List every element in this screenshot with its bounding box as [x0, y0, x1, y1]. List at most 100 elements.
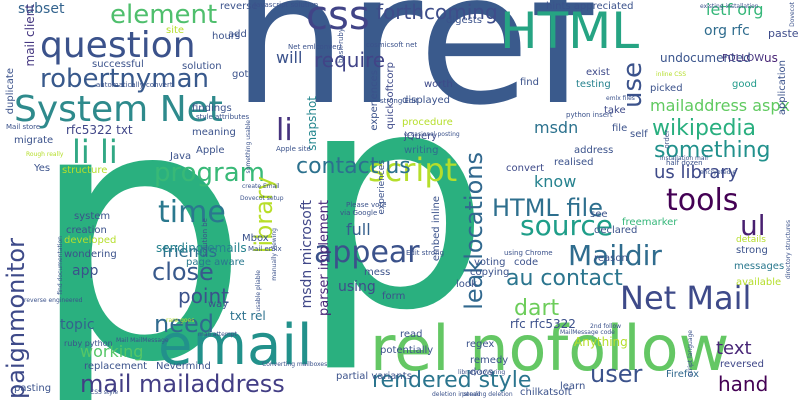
word-manually-viewing: manually viewing — [271, 228, 278, 281]
word-paste: paste — [768, 27, 799, 40]
word-site: site — [166, 25, 185, 36]
word-wikipedia: wikipedia — [652, 116, 757, 141]
word-2nd-follow: 2nd follow — [590, 323, 622, 330]
word-details: details — [736, 235, 766, 245]
word-chilkatsoft: chilkatsoft — [520, 387, 572, 398]
word-create-email: create Email — [242, 183, 280, 190]
word-href: href — [232, 0, 595, 145]
word-declared: declared — [594, 225, 638, 236]
word-reverse: reverse — [220, 1, 258, 12]
word-snapshot: snapshot — [305, 96, 319, 151]
word-sending-emails: sending emails — [156, 241, 247, 255]
word-strong-edit: strong Edit — [380, 97, 419, 105]
word-script: script — [368, 151, 458, 189]
word-got: got — [232, 69, 249, 80]
word-css-style: CSS style — [90, 389, 119, 396]
word-application: application — [777, 60, 788, 116]
word-pasting: pasting — [14, 383, 52, 394]
word-org-rfc: org rfc — [704, 23, 750, 39]
word-msdn-microsoft: msdn microsoft — [299, 200, 315, 309]
word-apple: Apple — [196, 145, 225, 156]
word-subset: subset — [18, 1, 65, 17]
word-rare-goes: rare goes — [166, 317, 195, 324]
word-robertnyman: robertnyman — [40, 64, 210, 94]
word-friends: friends — [162, 242, 218, 261]
word-cosmicsoft-net: cosmicsoft net — [366, 41, 418, 49]
word-voting: voting — [474, 257, 506, 268]
word-developed: developed — [64, 235, 117, 246]
word-strong: strong — [736, 245, 768, 256]
word-file: file — [612, 123, 628, 134]
word-creation: creation — [66, 225, 107, 236]
word-convert: convert — [506, 163, 545, 174]
word-rel-nofollow: rel nofollow — [370, 312, 730, 385]
word-findings: findings — [192, 103, 232, 114]
word-via-google: via Google — [340, 209, 378, 217]
word-experiences: experiences — [369, 70, 380, 131]
word-order: order — [663, 130, 671, 149]
word-require: require — [314, 48, 386, 72]
word-look: look — [456, 279, 477, 290]
word-form: form — [382, 291, 406, 302]
word-question: question — [40, 25, 196, 66]
word-p: p — [300, 27, 491, 376]
word-docs: docs — [470, 367, 494, 378]
word-dovecot-setup: Dovecot setup — [240, 195, 284, 202]
word-structure: structure — [62, 165, 108, 176]
word-partial-variants: partial variants — [336, 371, 412, 382]
word-close: close — [152, 258, 214, 286]
word-freemarker: freemarker — [622, 217, 678, 228]
word-rough-really: Rough really — [26, 151, 64, 158]
word-point: point — [178, 284, 230, 308]
word-app: app — [72, 263, 99, 279]
word-find: find — [520, 77, 539, 88]
word-add: add — [228, 29, 247, 40]
word-source: source — [520, 209, 613, 242]
word-please-vote: Please vote — [346, 201, 387, 209]
word-follow: FOLLOW — [722, 53, 765, 64]
word-style-attributes: style attributes — [196, 113, 250, 121]
word-msdn: msdn — [534, 118, 579, 137]
word-know: know — [534, 172, 577, 191]
word-mail-store: Mail store — [6, 123, 41, 131]
word-self: self — [630, 129, 648, 140]
word-li: li — [276, 113, 293, 148]
word-dovecot: Dovecot — [789, 2, 796, 27]
word-tools: tools — [666, 183, 739, 218]
word-page-aware: page aware — [186, 257, 245, 268]
word-potentially: potentially — [380, 345, 434, 356]
word-hints-appreciated: hints appreciated — [546, 1, 634, 12]
word-us: us — [764, 51, 778, 65]
word-parser-implement: parser implement — [317, 200, 332, 316]
word-script-language: script language — [687, 330, 694, 377]
word-read: read — [400, 329, 423, 340]
word-email: email — [158, 313, 313, 378]
word-procedure: procedure — [402, 117, 453, 128]
word-migrate: migrate — [14, 135, 54, 146]
word-deletion-instead: deletion instead — [432, 391, 481, 398]
word-replacement: replacement — [84, 361, 148, 372]
word-mail-client: mail client — [23, 4, 37, 67]
word-meaning: meaning — [192, 127, 236, 138]
word-element: element — [110, 0, 218, 30]
word-something-usable: something usable — [245, 120, 252, 174]
word-rfc5322-txt: rfc5322 txt — [66, 123, 133, 137]
word-java: Java — [170, 151, 192, 162]
word-javascript-solution: Javascript solution — [254, 1, 319, 9]
word-good: good — [732, 79, 757, 90]
word-system: system — [74, 211, 111, 222]
word-ietf-org: ietf org — [706, 0, 764, 19]
word-mail-mailaddress: mail mailaddress — [80, 370, 285, 398]
word-dart: dart — [514, 296, 560, 321]
word-yes: Yes — [34, 163, 51, 174]
word-remedy: remedy — [470, 355, 509, 366]
word-maildir: Maildir — [568, 239, 662, 272]
word-edit-strong: Edit strong — [406, 249, 445, 257]
word-mess: mess — [364, 267, 391, 278]
word-library-covering: library covering — [458, 369, 506, 376]
word-li-li: li li — [72, 133, 118, 171]
word-something: something — [654, 138, 771, 163]
word-occasional-posting: occasional posting — [404, 131, 460, 138]
word-text: text — [716, 338, 752, 359]
word-learn: learn — [560, 381, 586, 392]
